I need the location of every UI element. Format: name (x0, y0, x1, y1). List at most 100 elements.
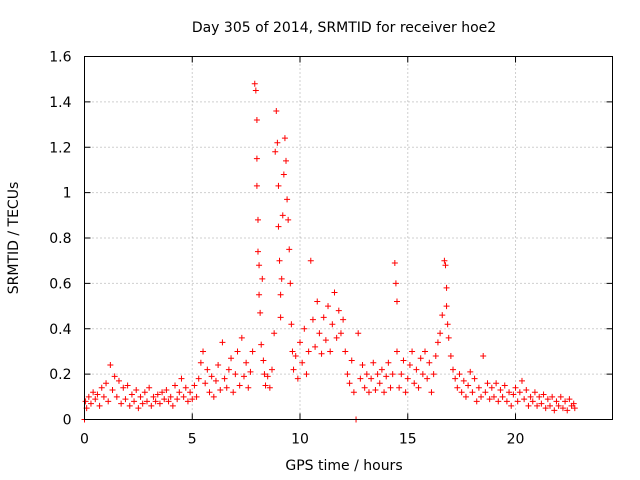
data-point (261, 371, 268, 378)
data-point (109, 387, 116, 394)
data-point (493, 380, 500, 387)
data-point (249, 348, 256, 355)
data-point (482, 389, 489, 396)
data-point (518, 377, 525, 384)
y-tick-label: 0.4 (49, 322, 71, 338)
data-point (499, 393, 506, 400)
data-point (305, 348, 312, 355)
data-point (280, 171, 287, 178)
data-point (497, 387, 504, 394)
data-point (363, 371, 370, 378)
data-point (549, 393, 556, 400)
data-point (253, 155, 260, 162)
data-point (234, 348, 241, 355)
data-point (243, 359, 250, 366)
data-point (529, 398, 536, 405)
data-point (146, 384, 153, 391)
data-point (285, 216, 292, 223)
data-point (404, 375, 411, 382)
data-point (553, 398, 560, 405)
data-point (462, 393, 469, 400)
grid (84, 56, 613, 420)
data-point (273, 107, 280, 114)
data-point (318, 350, 325, 357)
data-point (516, 389, 523, 396)
data-point (266, 384, 273, 391)
data-point (571, 405, 578, 412)
data-point (547, 402, 554, 409)
data-point (96, 402, 103, 409)
data-point (301, 325, 308, 332)
data-point (473, 398, 480, 405)
data-point (275, 223, 282, 230)
data-point (344, 371, 351, 378)
data-point (176, 389, 183, 396)
data-point (393, 348, 400, 355)
data-point (217, 387, 224, 394)
data-point (346, 380, 353, 387)
data-point (154, 391, 161, 398)
data-point (262, 382, 269, 389)
data-point (348, 357, 355, 364)
data-point (342, 348, 349, 355)
data-point (417, 355, 424, 362)
data-point (538, 400, 545, 407)
data-point (276, 257, 283, 264)
x-tick-label: 5 (188, 432, 197, 448)
data-point (148, 402, 155, 409)
data-point (187, 389, 194, 396)
data-point (458, 389, 465, 396)
data-point (92, 396, 99, 403)
data-point (124, 382, 131, 389)
data-point (172, 382, 179, 389)
data-point (208, 373, 215, 380)
data-point (424, 375, 431, 382)
data-point (557, 393, 564, 400)
data-point (253, 182, 260, 189)
y-tick-label: 0 (63, 413, 72, 429)
data-point (542, 405, 549, 412)
data-point (562, 398, 569, 405)
data-point (251, 80, 258, 87)
data-point (378, 366, 385, 373)
data-point (290, 366, 297, 373)
data-point (236, 382, 243, 389)
data-point (197, 359, 204, 366)
data-point (210, 393, 217, 400)
data-point (442, 262, 449, 269)
data-point (523, 387, 530, 394)
data-point (161, 396, 168, 403)
data-point (450, 366, 457, 373)
x-tick-label: 15 (399, 432, 417, 448)
data-point (232, 371, 239, 378)
data-point (316, 330, 323, 337)
data-point (335, 307, 342, 314)
data-point (118, 400, 125, 407)
data-point (228, 355, 235, 362)
data-point (202, 380, 209, 387)
data-point (372, 387, 379, 394)
data-point (325, 303, 332, 310)
data-point (283, 157, 290, 164)
data-point (447, 352, 454, 359)
data-point (333, 334, 340, 341)
data-point (133, 387, 140, 394)
data-point (465, 382, 472, 389)
data-point (200, 348, 207, 355)
data-point (434, 339, 441, 346)
data-point (443, 284, 450, 291)
y-tick-label: 1.4 (49, 95, 71, 111)
data-point (411, 380, 418, 387)
data-point (392, 280, 399, 287)
data-point (107, 362, 114, 369)
data-point (540, 391, 547, 398)
data-point (189, 396, 196, 403)
data-point (288, 321, 295, 328)
data-point (174, 396, 181, 403)
y-axis-label: SRMTID / TECUs (6, 182, 22, 295)
data-point (256, 262, 263, 269)
data-point (555, 402, 562, 409)
data-point (274, 139, 281, 146)
data-point (238, 334, 245, 341)
